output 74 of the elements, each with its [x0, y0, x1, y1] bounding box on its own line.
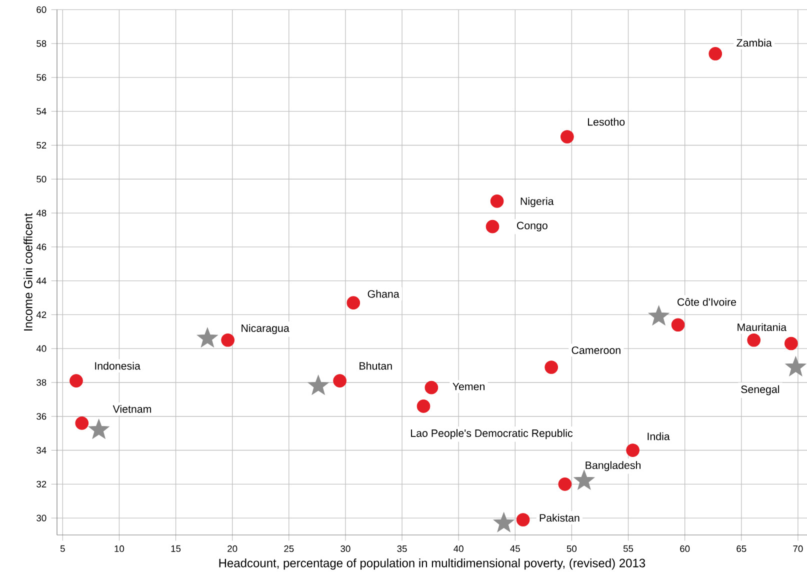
y-tick-label: 44 — [36, 278, 46, 284]
annotation: Congo — [517, 222, 548, 232]
annotation: Mauritania — [738, 323, 787, 332]
point — [493, 512, 514, 532]
y-tick-label: 30 — [36, 514, 46, 522]
point — [197, 327, 218, 348]
y-tick-label: 56 — [36, 74, 46, 81]
annotation: India — [648, 432, 670, 440]
point — [784, 336, 798, 350]
y-tick-label: 46 — [36, 244, 46, 250]
y-tick-label: 58 — [36, 40, 46, 47]
x-tick-label: 15 — [171, 545, 181, 552]
annotation: Lao People's Democratic Republic — [411, 429, 573, 440]
point — [486, 220, 500, 234]
x-tick-label: 65 — [736, 545, 746, 552]
point — [574, 470, 595, 490]
x-tick-label: 40 — [454, 545, 464, 552]
x-tick-label: 5 — [60, 545, 65, 552]
point — [75, 416, 89, 430]
point — [490, 194, 504, 208]
annotation: Bhutan — [360, 362, 392, 370]
x-tick-label: 70 — [793, 545, 803, 552]
y-tick-label: 54 — [36, 108, 46, 115]
y-tick-label: 42 — [36, 311, 46, 318]
point — [708, 47, 722, 60]
annotation: Nigeria — [520, 197, 554, 208]
x-tick-label: 55 — [623, 545, 634, 552]
annotation: Cameroon — [572, 346, 620, 354]
y-tick-label: 52 — [36, 142, 46, 149]
point — [424, 380, 438, 394]
annotation: Nicaragua — [242, 324, 290, 334]
x-tick-label: 45 — [510, 545, 520, 552]
y-tick-label: 32 — [36, 480, 46, 488]
point — [416, 400, 430, 413]
point — [221, 333, 234, 347]
y-tick-label: 60 — [36, 6, 46, 13]
point — [70, 374, 83, 388]
annotation: Senegal — [741, 385, 780, 396]
x-tick-label: 20 — [228, 545, 238, 552]
x-tick-label: 25 — [284, 545, 294, 552]
annotation: Zambia — [736, 38, 772, 47]
annotation: Bangladesh — [586, 461, 641, 472]
point — [333, 374, 346, 388]
point — [648, 305, 670, 326]
point — [558, 477, 572, 491]
point — [626, 444, 640, 457]
point — [88, 418, 110, 439]
point — [560, 130, 574, 144]
point — [516, 513, 530, 526]
x-tick-label: 30 — [340, 545, 350, 552]
x-tick-label: 10 — [114, 545, 124, 552]
annotation: Ghana — [368, 290, 400, 298]
y-tick-label: 38 — [36, 379, 46, 386]
x-tick-label: 60 — [680, 545, 690, 552]
point — [544, 360, 558, 374]
y-axis-title: Income Gini coefficent — [24, 213, 32, 330]
x-axis-title: Headcount, percentage of population in multidimensional poverty, (revised) 2013 — [219, 558, 646, 570]
x-tick-label: 35 — [397, 545, 407, 552]
annotation: Indonesia — [95, 362, 140, 370]
annotation: Yemen — [452, 382, 485, 390]
y-tick-label: 48 — [36, 210, 46, 216]
annotation: Côte d'Ivoire — [678, 298, 736, 306]
point — [671, 318, 685, 332]
y-tick-label: 34 — [36, 446, 46, 454]
y-tick-label: 50 — [36, 176, 46, 182]
y-tick-label: 40 — [36, 345, 46, 352]
point — [308, 374, 329, 395]
y-tick-label: 36 — [36, 413, 46, 420]
annotation: Pakistan — [540, 514, 580, 522]
annotation: Vietnam — [112, 405, 152, 413]
annotation: Lesotho — [588, 118, 625, 126]
x-tick-label: 50 — [566, 545, 577, 552]
point — [346, 296, 360, 310]
point — [747, 333, 761, 347]
